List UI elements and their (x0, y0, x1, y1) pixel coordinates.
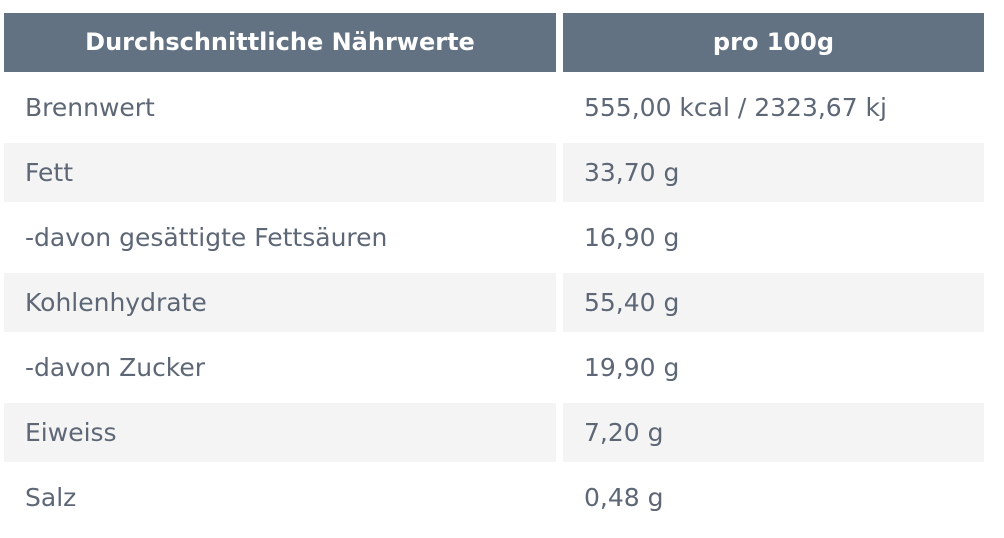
label-cell: Kohlenhydrate (4, 273, 556, 332)
label-cell: Brennwert (25, 93, 155, 122)
label-cell: -davon Zucker (25, 353, 206, 382)
label-cell: Eiweiss (4, 403, 556, 462)
value-cell: 0,48 g (584, 483, 664, 512)
label-cell: Salz (25, 483, 77, 512)
label-cell: Fett (4, 143, 556, 202)
value-cell: 7,20 g (563, 403, 984, 462)
header-cell: Durchschnittliche Nährwerte (4, 13, 556, 72)
label-cell: -davon gesättigte Fettsäuren (25, 223, 388, 252)
value-cell: 555,00 kcal / 2323,67 kj (584, 93, 887, 122)
value-cell: 55,40 g (563, 273, 984, 332)
value-cell: 16,90 g (584, 223, 680, 252)
header-cell: pro 100g (563, 13, 984, 72)
value-cell: 33,70 g (563, 143, 984, 202)
value-cell: 19,90 g (584, 353, 680, 382)
